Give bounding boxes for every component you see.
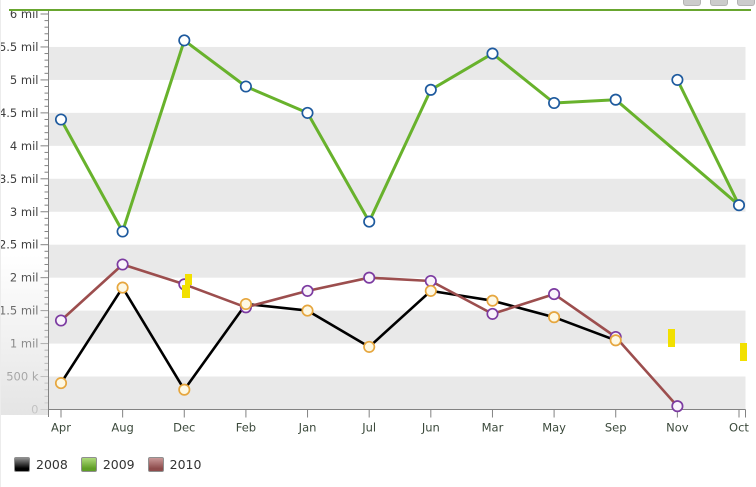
data-point-2009-Oct[interactable] <box>732 199 746 212</box>
legend-label-2009: 2009 <box>102 457 135 472</box>
data-point-2009-Sep[interactable] <box>609 93 622 106</box>
data-point-2008-May[interactable] <box>548 311 561 324</box>
x-axis-label: Dec <box>173 421 195 435</box>
highlight-mark <box>668 329 675 347</box>
x-axis-label: Mar <box>482 421 504 435</box>
data-point-2009-Apr[interactable] <box>54 113 68 126</box>
x-axis-label: Jan <box>298 421 317 435</box>
data-point-2010-Jan[interactable] <box>301 284 314 297</box>
legend: 2008 2009 2010 <box>14 457 214 472</box>
x-axis-label: Feb <box>236 421 256 435</box>
legend-item-2010: 2010 <box>147 457 202 472</box>
legend-swatch-2009 <box>80 457 97 472</box>
titlebar-button-stub[interactable] <box>710 0 728 6</box>
y-axis-label: 2.5 mil <box>1 238 39 252</box>
titlebar-button-stub[interactable] <box>683 0 701 6</box>
data-point-2008-Jul[interactable] <box>363 340 376 353</box>
grid-band <box>48 112 746 146</box>
y-axis-label: 5.5 mil <box>1 40 39 54</box>
data-point-2010-Mar[interactable] <box>486 307 499 320</box>
legend-label-2008: 2008 <box>36 457 68 472</box>
y-axis-label: 4.5 mil <box>1 106 39 120</box>
x-axis-label: Jul <box>361 421 376 435</box>
data-point-2008-Jun[interactable] <box>424 284 437 297</box>
data-point-2009-Aug[interactable] <box>116 225 129 238</box>
data-point-2009-Nov[interactable] <box>671 73 684 86</box>
grid-band <box>48 178 746 212</box>
data-point-2008-Dec[interactable] <box>178 383 191 396</box>
data-point-2009-Mar[interactable] <box>486 47 499 60</box>
toolbar-divider <box>9 9 751 11</box>
highlight-mark <box>185 274 192 285</box>
legend-swatch-2008 <box>14 457 30 472</box>
grid-band <box>48 376 746 410</box>
data-point-2008-Apr[interactable] <box>54 377 68 390</box>
legend-label-2010: 2010 <box>169 457 202 472</box>
data-point-2010-Aug[interactable] <box>116 258 129 271</box>
data-point-2008-Aug[interactable] <box>116 281 129 294</box>
x-axis-label: Apr <box>51 421 71 435</box>
x-axis-label: Sep <box>605 421 627 435</box>
legend-item-2009: 2009 <box>80 457 135 472</box>
y-axis-label: 5 mil <box>10 73 39 87</box>
series-line-2008 <box>59 286 617 392</box>
y-axis-label: 3 mil <box>10 205 39 219</box>
x-axis-label: Nov <box>666 421 689 435</box>
data-point-2009-Jul[interactable] <box>363 215 376 228</box>
data-point-2009-Jun[interactable] <box>424 83 437 96</box>
highlight-mark <box>182 285 190 298</box>
legend-item-2008: 2008 <box>14 457 68 472</box>
left-margin-shading <box>1 255 48 415</box>
x-axis-label: Oct <box>729 421 749 435</box>
x-axis-label: Aug <box>111 421 133 435</box>
highlight-mark <box>740 343 747 361</box>
titlebar-button-stub[interactable] <box>737 0 755 6</box>
data-point-2010-Jun[interactable] <box>424 274 437 288</box>
data-point-2010-Apr[interactable] <box>54 314 68 327</box>
data-point-2010-May[interactable] <box>548 288 561 301</box>
grid-band <box>48 244 746 278</box>
data-point-2008-Feb[interactable] <box>239 297 252 311</box>
grid-band <box>48 46 746 80</box>
data-point-2008-Sep[interactable] <box>609 334 622 347</box>
data-point-2010-Nov[interactable] <box>671 400 684 413</box>
grid-band <box>48 310 746 344</box>
x-axis-label: Jun <box>421 421 440 435</box>
data-point-2010-Jul[interactable] <box>363 271 376 284</box>
data-point-2008-Jan[interactable] <box>301 304 314 317</box>
data-point-2009-Jan[interactable] <box>301 106 314 119</box>
legend-swatch-2010 <box>147 457 164 472</box>
y-axis-label: 4 mil <box>10 139 39 153</box>
data-point-2009-Dec[interactable] <box>178 34 191 47</box>
data-point-2009-May[interactable] <box>548 96 561 110</box>
data-point-2008-Mar[interactable] <box>486 294 499 307</box>
y-axis-label: 3.5 mil <box>1 172 39 186</box>
series-line-2009 <box>59 38 741 233</box>
data-point-2009-Feb[interactable] <box>239 80 252 93</box>
x-axis-label: May <box>542 421 566 435</box>
